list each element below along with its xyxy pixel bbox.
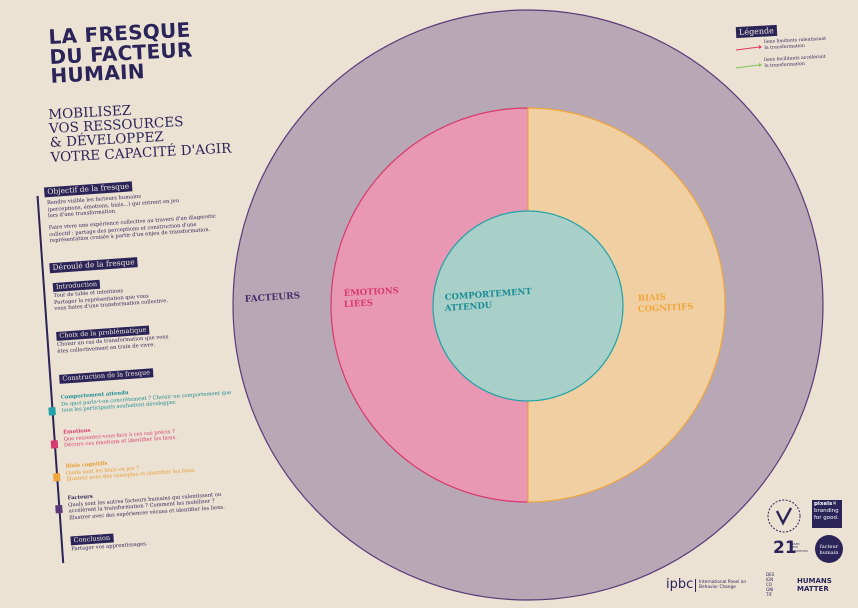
logo-21: 21 xyxy=(773,538,797,558)
label-emotions-2: LIÉES xyxy=(344,296,374,310)
objectif-text-2: Faire vivre une expérience collective au… xyxy=(48,213,217,245)
collectif-seal-logo xyxy=(767,499,801,533)
label-emotions-1: ÉMOTIONS xyxy=(344,284,399,299)
label-biais-1: BIAIS xyxy=(638,293,666,304)
center-comportement[interactable] xyxy=(432,210,624,402)
page-title: LA FRESQUE DU FACTEUR HUMAIN xyxy=(48,18,194,89)
facteur-humain-logo: facteur humain xyxy=(815,535,843,563)
ipbc-divider xyxy=(695,579,696,592)
step-construction: Construction de la fresque xyxy=(59,368,154,384)
logo-21-caption: PARC DES GIVERNES xyxy=(792,542,808,553)
label-comportement-2: ATTENDU xyxy=(444,301,494,314)
label-facteurs: FACTEURS xyxy=(245,291,301,305)
half-emotions[interactable] xyxy=(330,107,529,503)
heading-deroule: Déroulé de la fresque xyxy=(49,257,138,274)
step-marker-3 xyxy=(52,473,61,482)
step-biais: Biais cognitifs Quels sont les biais en j… xyxy=(65,460,196,483)
label-biais-2: COGNITIFS xyxy=(638,302,694,315)
step-emotions: Émotions Que ressentez-vous face à ces ca… xyxy=(62,427,178,449)
step-marker-4 xyxy=(55,504,63,514)
step-marker-2 xyxy=(50,440,59,449)
design-cognitif-logo: DES IGN CO GNI TIF xyxy=(766,572,775,597)
half-biais[interactable] xyxy=(527,107,726,503)
legend-red-arrow-icon xyxy=(735,45,762,51)
legend-green-arrow-icon xyxy=(735,63,762,69)
step-marker-1 xyxy=(48,407,56,416)
step-comportement: Comportement attendu De quoi parle-t-on c… xyxy=(60,389,232,414)
instructions-column: Objectif de la fresque Rendre visible le… xyxy=(36,174,262,572)
ipbc-logo: ipbc xyxy=(666,577,694,592)
step-facteurs: Facteurs Quels sont les autres facteurs h… xyxy=(67,491,225,522)
ipbc-caption: International Panel on Behavior Change xyxy=(699,580,747,591)
page-subtitle: MOBILISEZ VOS RESSOURCES & DÉVELOPPEZ VO… xyxy=(48,99,232,166)
legend-title: Légende xyxy=(735,24,778,39)
pixels-logo: pixels✕ branding for good. xyxy=(812,500,842,528)
humans-matter-logo: HUMANS MATTER xyxy=(797,577,832,593)
